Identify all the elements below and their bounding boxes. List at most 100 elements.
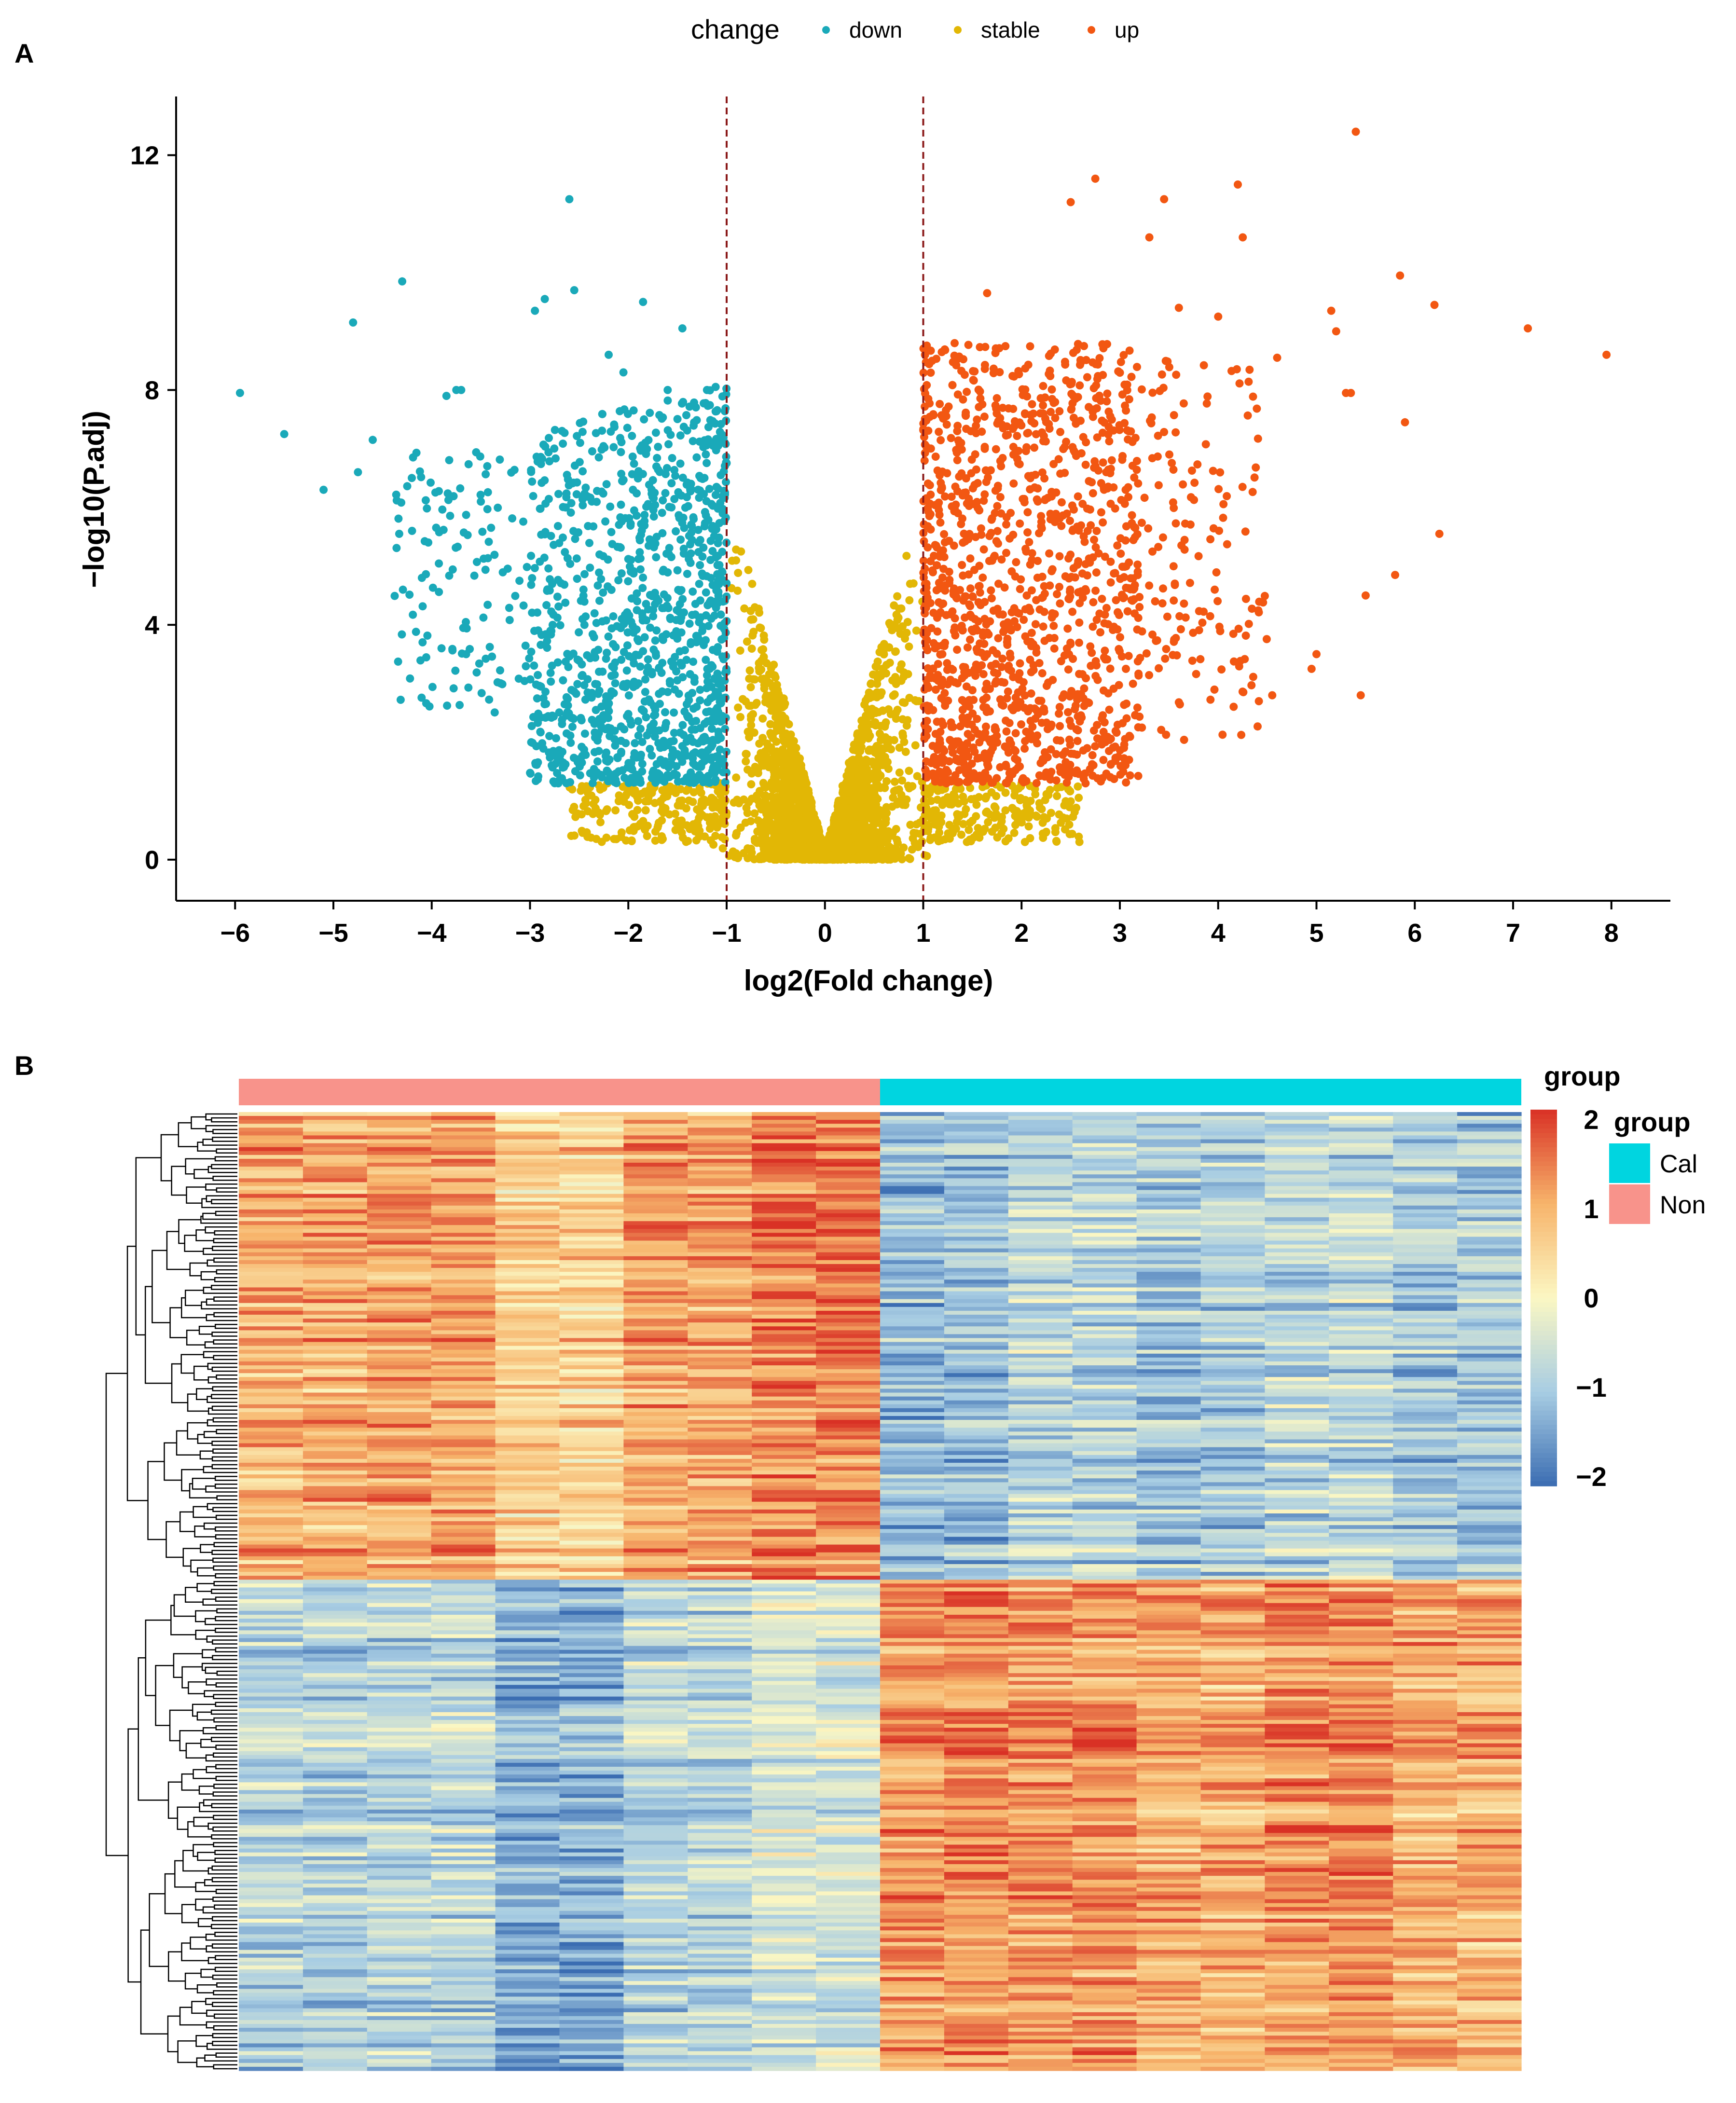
point-stable: [882, 777, 891, 785]
point-down: [721, 725, 730, 733]
point-stable: [970, 795, 979, 803]
point-down: [456, 484, 465, 493]
point-down: [633, 511, 641, 520]
point-stable: [760, 635, 769, 644]
point-down: [610, 735, 619, 743]
point-stable: [627, 837, 636, 845]
point-stable: [754, 754, 763, 762]
point-up: [1066, 741, 1075, 749]
point-stable: [890, 736, 898, 744]
point-stable: [765, 805, 774, 813]
point-down: [667, 479, 676, 488]
point-stable: [889, 691, 897, 700]
point-stable: [871, 721, 880, 730]
point-down: [672, 762, 681, 770]
point-down: [688, 611, 696, 619]
point-stable: [793, 755, 801, 763]
point-stable: [770, 770, 779, 779]
point-stable: [1052, 838, 1061, 846]
legend-label-up: up: [1115, 17, 1139, 42]
point-up: [992, 445, 1000, 454]
point-down: [435, 487, 443, 495]
point-down: [685, 619, 694, 628]
point-up: [979, 670, 988, 678]
point-down: [703, 601, 712, 609]
point-up: [937, 482, 946, 491]
point-down: [586, 564, 594, 572]
point-down: [579, 501, 587, 509]
point-stable: [1065, 820, 1074, 829]
point-down: [696, 596, 704, 605]
point-down: [713, 599, 722, 608]
point-down: [590, 633, 598, 642]
point-stable: [763, 739, 772, 748]
point-stable: [992, 792, 1001, 800]
point-up: [934, 671, 942, 679]
point-stable: [570, 803, 579, 811]
point-down: [528, 608, 537, 617]
point-down: [703, 459, 711, 467]
point-down: [449, 684, 458, 693]
point-down: [591, 648, 599, 657]
volcano-legend-title: change: [691, 14, 780, 44]
point-down: [658, 509, 666, 517]
point-down: [462, 510, 470, 519]
point-stable: [1074, 782, 1082, 791]
point-down: [553, 522, 562, 530]
point-down: [637, 751, 645, 759]
point-down: [494, 503, 502, 512]
point-stable: [990, 802, 999, 811]
point-down: [641, 439, 649, 447]
point-down: [701, 519, 709, 527]
point-down: [575, 657, 583, 665]
point-stable: [750, 855, 758, 864]
point-down: [420, 537, 429, 546]
point-down: [673, 566, 682, 575]
point-down: [673, 676, 682, 685]
point-stable: [742, 757, 750, 766]
point-down: [572, 554, 581, 563]
point-stable: [1064, 785, 1073, 794]
point-stable: [843, 771, 852, 780]
point-down: [630, 459, 638, 468]
point-stable: [698, 811, 707, 820]
point-stable: [857, 811, 866, 819]
point-down: [703, 671, 711, 680]
point-down: [661, 708, 669, 716]
point-down: [654, 442, 662, 451]
point-stable: [895, 743, 904, 752]
point-stable: [768, 761, 776, 770]
point-up: [1068, 443, 1077, 452]
point-down: [584, 522, 592, 530]
point-down: [505, 604, 513, 612]
point-stable: [682, 838, 690, 846]
point-down: [403, 482, 412, 491]
point-up: [966, 554, 975, 563]
point-down: [604, 632, 613, 641]
point-down: [536, 505, 544, 513]
point-stable: [902, 721, 911, 730]
point-stable: [589, 799, 598, 808]
point-down: [537, 530, 546, 539]
point-down: [623, 424, 632, 432]
point-stable: [1061, 797, 1070, 806]
point-stable: [733, 854, 742, 863]
point-stable: [879, 706, 887, 715]
point-up: [1100, 718, 1109, 727]
point-down: [484, 537, 493, 546]
point-up: [1002, 549, 1010, 557]
point-stable: [741, 818, 750, 827]
point-down: [543, 637, 551, 646]
point-down: [646, 409, 654, 417]
point-down: [711, 419, 719, 428]
point-down: [678, 721, 687, 729]
point-up: [934, 660, 942, 668]
point-up: [1026, 342, 1034, 351]
point-down: [712, 553, 720, 562]
point-stable: [913, 772, 922, 781]
point-stable: [784, 798, 792, 806]
point-down: [626, 759, 634, 768]
point-stable: [913, 840, 922, 849]
point-stable: [889, 793, 897, 802]
point-stable: [810, 810, 818, 818]
